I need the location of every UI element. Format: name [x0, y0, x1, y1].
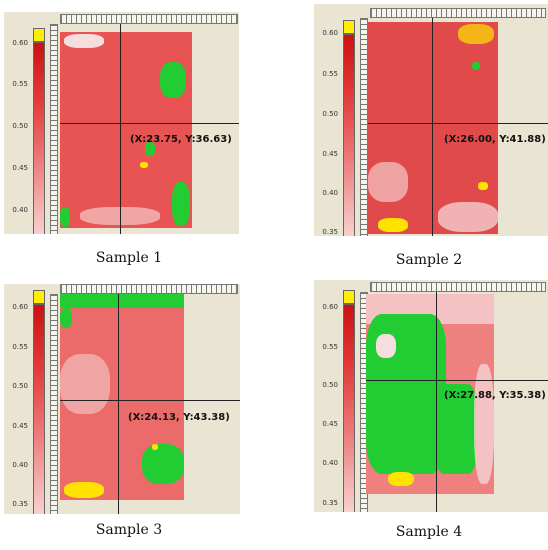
sample-caption: Sample 4: [395, 524, 463, 540]
color-scale-bar: [343, 34, 355, 236]
scale-tick: 0.50: [12, 382, 28, 390]
vertical-ruler[interactable]: [50, 24, 58, 234]
crosshair-horizontal: [60, 123, 239, 124]
scale-tick: 0.45: [12, 164, 28, 172]
horizontal-ruler[interactable]: [370, 8, 546, 18]
panel-sample-1: 0.60 0.55 0.50 0.45 0.40 (X:23.75, Y:36.…: [4, 12, 239, 266]
sample-heatmap: [60, 32, 192, 228]
scale-tick: 0.40: [12, 206, 28, 214]
color-scale-bar: [33, 304, 45, 514]
scale-axis: 0.60 0.55 0.50 0.45 0.40 0.35: [314, 4, 344, 236]
scale-tick: 0.35: [322, 228, 338, 236]
scale-tick: 0.40: [322, 459, 338, 467]
scale-tick: 0.60: [12, 39, 28, 47]
sample-heatmap: [366, 294, 494, 494]
scale-tick: 0.45: [12, 422, 28, 430]
cursor-coordinates: (X:27.88, Y:35.38): [444, 390, 546, 401]
cursor-coordinates: (X:23.75, Y:36.63): [130, 134, 232, 145]
scale-axis: 0.60 0.55 0.50 0.45 0.40 0.35: [314, 280, 344, 512]
scale-tick: 0.50: [322, 381, 338, 389]
scale-tick: 0.50: [12, 122, 28, 130]
color-scale-bar: [343, 304, 355, 512]
scale-tick: 0.35: [322, 499, 338, 507]
sample-caption: Sample 1: [95, 250, 163, 266]
scale-top-swatch: [343, 290, 355, 304]
scale-tick: 0.60: [12, 303, 28, 311]
sample-heatmap: [368, 22, 498, 234]
crosshair-vertical: [436, 292, 437, 512]
crosshair-vertical: [120, 24, 121, 234]
crosshair-horizontal: [366, 380, 548, 381]
scale-tick: 0.40: [322, 189, 338, 197]
viewer-screen: 0.60 0.55 0.50 0.45 0.40 0.35 (X:27.88, …: [314, 280, 548, 512]
crosshair-vertical: [432, 18, 433, 236]
cursor-coordinates: (X:26.00, Y:41.88): [444, 134, 546, 145]
scale-tick: 0.55: [12, 80, 28, 88]
scale-top-swatch: [33, 290, 45, 304]
sample-caption: Sample 3: [95, 522, 163, 538]
viewer-screen: 0.60 0.55 0.50 0.45 0.40 (X:23.75, Y:36.…: [4, 12, 239, 234]
crosshair-horizontal: [368, 123, 548, 124]
scale-tick: 0.35: [12, 500, 28, 508]
horizontal-ruler[interactable]: [370, 282, 546, 292]
crosshair-vertical: [118, 294, 119, 514]
scale-tick: 0.55: [322, 70, 338, 78]
panel-sample-2: 0.60 0.55 0.50 0.45 0.40 0.35 (X:26.00, …: [314, 4, 548, 274]
scale-tick: 0.45: [322, 150, 338, 158]
color-scale-bar: [33, 42, 45, 234]
panel-sample-4: 0.60 0.55 0.50 0.45 0.40 0.35 (X:27.88, …: [314, 280, 548, 550]
sample-heatmap: [60, 294, 184, 500]
horizontal-ruler[interactable]: [60, 284, 238, 294]
scale-top-swatch: [343, 20, 355, 34]
scale-tick: 0.55: [322, 343, 338, 351]
scale-tick: 0.60: [322, 29, 338, 37]
viewer-screen: 0.60 0.55 0.50 0.45 0.40 0.35 (X:24.13, …: [4, 284, 240, 514]
sample-caption: Sample 2: [395, 252, 463, 268]
vertical-ruler[interactable]: [50, 294, 58, 514]
horizontal-ruler[interactable]: [60, 14, 238, 24]
scale-top-swatch: [33, 28, 45, 42]
crosshair-horizontal: [60, 400, 240, 401]
scale-tick: 0.55: [12, 343, 28, 351]
cursor-coordinates: (X:24.13, Y:43.38): [128, 412, 230, 423]
scale-tick: 0.50: [322, 110, 338, 118]
viewer-screen: 0.60 0.55 0.50 0.45 0.40 0.35 (X:26.00, …: [314, 4, 548, 236]
panel-sample-3: 0.60 0.55 0.50 0.45 0.40 0.35 (X:24.13, …: [4, 284, 240, 550]
scale-axis: 0.60 0.55 0.50 0.45 0.40 0.35: [4, 284, 34, 514]
scale-tick: 0.60: [322, 303, 338, 311]
scale-tick: 0.45: [322, 420, 338, 428]
scale-axis: 0.60 0.55 0.50 0.45 0.40: [4, 12, 34, 234]
scale-tick: 0.40: [12, 461, 28, 469]
vertical-ruler[interactable]: [360, 18, 368, 236]
